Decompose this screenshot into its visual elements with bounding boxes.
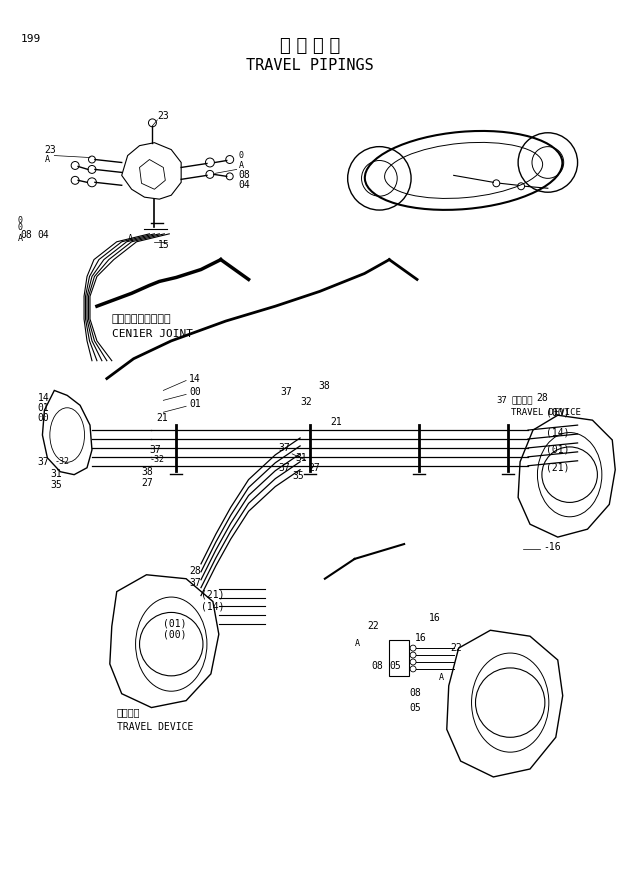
Text: 05: 05	[389, 661, 401, 671]
Text: (14): (14)	[546, 427, 569, 437]
Text: 04: 04	[37, 230, 49, 240]
Text: 22: 22	[368, 621, 379, 632]
Text: 21: 21	[156, 413, 168, 423]
Text: (01): (01)	[546, 445, 569, 455]
Text: A: A	[45, 155, 50, 164]
Text: 走行装置: 走行装置	[511, 396, 533, 405]
Text: 04: 04	[239, 180, 250, 190]
Text: 15: 15	[157, 240, 169, 250]
Text: 14: 14	[189, 373, 201, 384]
Text: 37: 37	[149, 445, 161, 455]
Text: -32: -32	[149, 456, 164, 464]
Text: 38: 38	[141, 467, 153, 477]
Text: 0: 0	[17, 223, 23, 232]
Text: 16: 16	[429, 613, 441, 624]
Text: 01: 01	[37, 403, 49, 413]
Text: TRAVEL PIPINGS: TRAVEL PIPINGS	[246, 58, 374, 73]
Text: 00: 00	[37, 413, 49, 423]
Text: CEN1ER JOINT: CEN1ER JOINT	[112, 329, 193, 339]
Text: TRAVEL DEVICE: TRAVEL DEVICE	[511, 407, 581, 417]
Text: (21): (21)	[201, 590, 224, 599]
Text: (00): (00)	[546, 407, 569, 417]
Text: 28: 28	[536, 393, 547, 403]
Text: 00: 00	[189, 387, 201, 398]
Text: 32: 32	[300, 398, 312, 407]
Text: 31: 31	[50, 469, 62, 478]
Text: 37: 37	[497, 396, 507, 405]
Text: 08: 08	[239, 170, 250, 180]
Text: A: A	[17, 234, 23, 244]
Text: 38: 38	[318, 381, 330, 392]
Text: (00): (00)	[163, 629, 187, 639]
Text: -32: -32	[55, 457, 69, 466]
Text: 37: 37	[278, 443, 290, 453]
Text: 37: 37	[189, 577, 201, 588]
Text: (01): (01)	[163, 618, 187, 628]
Text: 16: 16	[415, 633, 427, 643]
Text: 35: 35	[292, 470, 304, 481]
Text: 22: 22	[451, 643, 463, 653]
Text: 28: 28	[189, 566, 201, 576]
Text: 31: 31	[295, 453, 307, 463]
Text: 05: 05	[409, 703, 421, 712]
Text: 37: 37	[37, 456, 49, 467]
Text: 27: 27	[141, 477, 153, 488]
Text: 37: 37	[280, 387, 292, 398]
Text: -16: -16	[543, 542, 560, 552]
Text: 199: 199	[20, 33, 41, 44]
Text: 0: 0	[17, 216, 23, 225]
Text: センタージョイント: センタージョイント	[112, 314, 171, 324]
Text: 14: 14	[37, 393, 49, 403]
Text: (21): (21)	[546, 463, 569, 473]
Text: (14): (14)	[201, 602, 224, 611]
Text: A: A	[355, 639, 360, 647]
Text: 走行装置: 走行装置	[117, 708, 140, 717]
Text: A: A	[239, 161, 244, 170]
Text: 08: 08	[371, 661, 383, 671]
Text: 08: 08	[20, 230, 32, 240]
Text: A: A	[128, 234, 133, 244]
Text: 0: 0	[239, 151, 244, 160]
Text: 走 行 配 管: 走 行 配 管	[280, 37, 340, 54]
Text: 27: 27	[308, 463, 320, 473]
Text: 01: 01	[189, 399, 201, 409]
Text: 35: 35	[50, 479, 62, 490]
Bar	[389, 640, 409, 676]
Text: 37: 37	[278, 463, 290, 473]
Text: 08: 08	[409, 688, 421, 697]
Text: 21: 21	[330, 417, 342, 427]
Text: 23: 23	[157, 111, 169, 121]
Text: TRAVEL DEVICE: TRAVEL DEVICE	[117, 723, 193, 732]
Text: A: A	[439, 674, 444, 682]
Text: 23: 23	[45, 145, 56, 154]
